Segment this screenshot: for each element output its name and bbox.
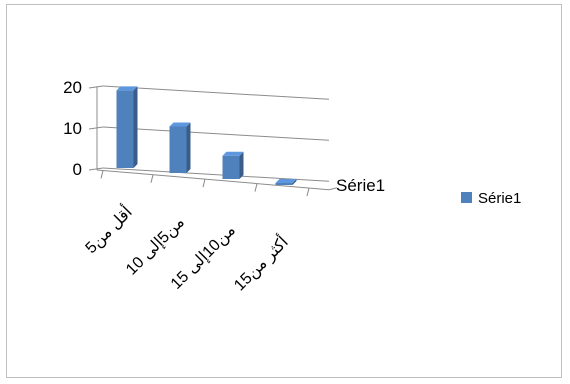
gridline	[102, 126, 330, 141]
bar-top	[275, 179, 297, 183]
gridline	[102, 85, 330, 100]
floor-front-edge	[96, 169, 330, 191]
y-tick-mark	[88, 126, 104, 130]
x-tick-mark	[202, 179, 206, 188]
x-tick-mark	[254, 183, 258, 192]
bar	[275, 179, 297, 185]
bar-top	[169, 122, 191, 127]
bar-front	[222, 155, 240, 179]
bar	[222, 151, 244, 179]
y-tick-label: 20	[63, 78, 82, 97]
x-tick-mark	[306, 187, 310, 197]
bar-front	[169, 126, 187, 173]
chart-area: 0 10 20 أقل من5 من5إلى 10 من10إلى 15 أكثر من1…	[6, 4, 562, 378]
x-tick-label: أكثر من15	[229, 232, 292, 295]
bar-side	[239, 151, 244, 179]
y-tick-label: 0	[73, 160, 82, 179]
bar-front	[116, 90, 134, 168]
x-tick-mark	[150, 174, 154, 183]
y-tick-labels: 0 10 20	[63, 78, 82, 179]
bar-top	[116, 86, 138, 91]
bars	[116, 86, 297, 185]
bar-side	[133, 86, 138, 168]
legend-swatch	[461, 192, 472, 203]
bar-side	[186, 122, 191, 173]
bar	[169, 122, 191, 173]
series-axis-label: Série1	[336, 176, 385, 195]
bar-side	[292, 179, 297, 185]
bar-front	[275, 183, 293, 185]
floor-right-edge	[328, 187, 338, 191]
x-tick-mark	[100, 170, 104, 179]
bar	[116, 86, 138, 168]
x-tick-label: أقل من5	[80, 202, 136, 258]
bar-top	[222, 151, 244, 156]
y-tick-label: 10	[63, 119, 82, 138]
legend: Série1	[461, 190, 521, 207]
legend-label: Série1	[478, 190, 521, 207]
y-tick-mark	[88, 167, 104, 171]
y-tick-mark	[88, 85, 104, 89]
